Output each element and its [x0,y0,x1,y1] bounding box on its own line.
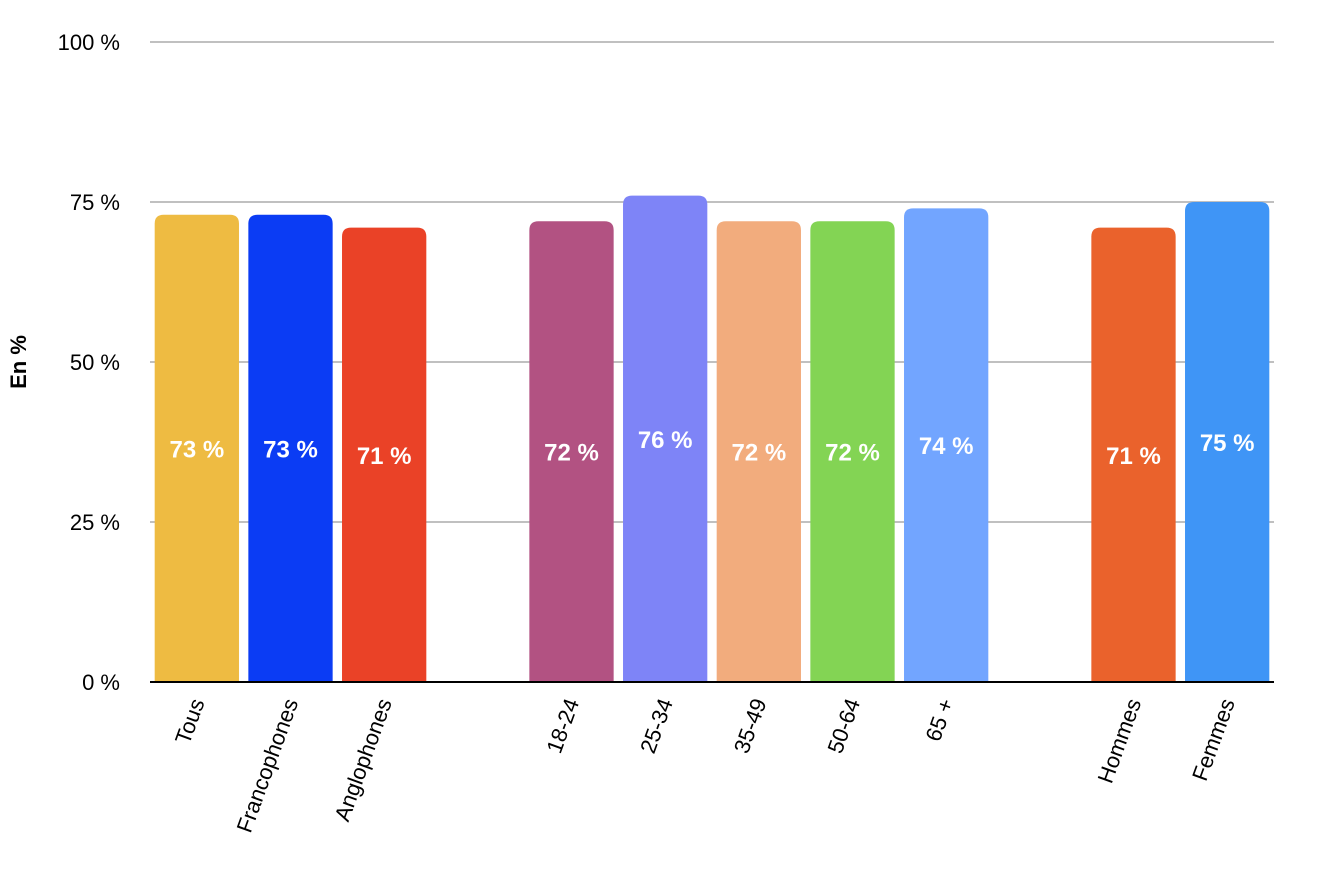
data-label: 72 % [825,440,880,467]
bars [154,195,1270,683]
x-tick-label: 25-34 [635,695,678,756]
bar-3549 [716,221,801,682]
y-axis-label: En % [6,335,31,389]
x-tick-label: Anglophones [329,695,396,824]
data-label: 71 % [1106,443,1161,470]
bar-francophones [248,214,333,683]
data-label: 72 % [731,440,786,467]
bar-femmes [1185,202,1270,682]
data-label: 72 % [544,440,599,467]
bar-65 [904,208,989,682]
y-tick-label: 75 % [70,190,120,215]
x-tick-label: 18-24 [541,695,584,756]
x-tick-label: 50-64 [822,695,865,756]
data-label: 73 % [263,436,318,463]
bar-2534 [623,195,708,682]
data-labels: 73 % 73 % 71 % 72 % 76 % 72 % 72 % 74 % 71 % 75 % [169,427,1254,470]
x-tick-label: Hommes [1093,695,1147,786]
bar-anglophones [342,227,427,682]
gridlines [150,41,1274,523]
data-label: 73 % [169,436,224,463]
y-tick-label: 100 % [58,30,120,55]
y-tick-label: 50 % [70,350,120,375]
x-tick-label: 65 + [921,695,959,744]
x-tick-label: Francophones [232,695,304,836]
x-axis-category-labels: Tous Francophones Anglophones 18-24 25-34 35-… [170,695,1240,836]
x-tick-label: Femmes [1187,695,1240,784]
y-tick-label: 25 % [70,510,120,535]
data-label: 76 % [638,427,693,454]
bar-hommes [1091,227,1176,682]
x-tick-label: 35-49 [729,695,772,756]
y-tick-label: 0 % [82,670,120,695]
x-tick-label: Tous [170,695,209,747]
bar-tous [154,214,239,683]
data-label: 71 % [357,443,412,470]
bar-1824 [529,221,614,682]
data-label: 74 % [919,433,974,460]
bar-5064 [810,221,895,682]
y-axis-ticks: 0 % 25 % 50 % 75 % 100 % [58,30,120,695]
data-label: 75 % [1200,430,1255,457]
